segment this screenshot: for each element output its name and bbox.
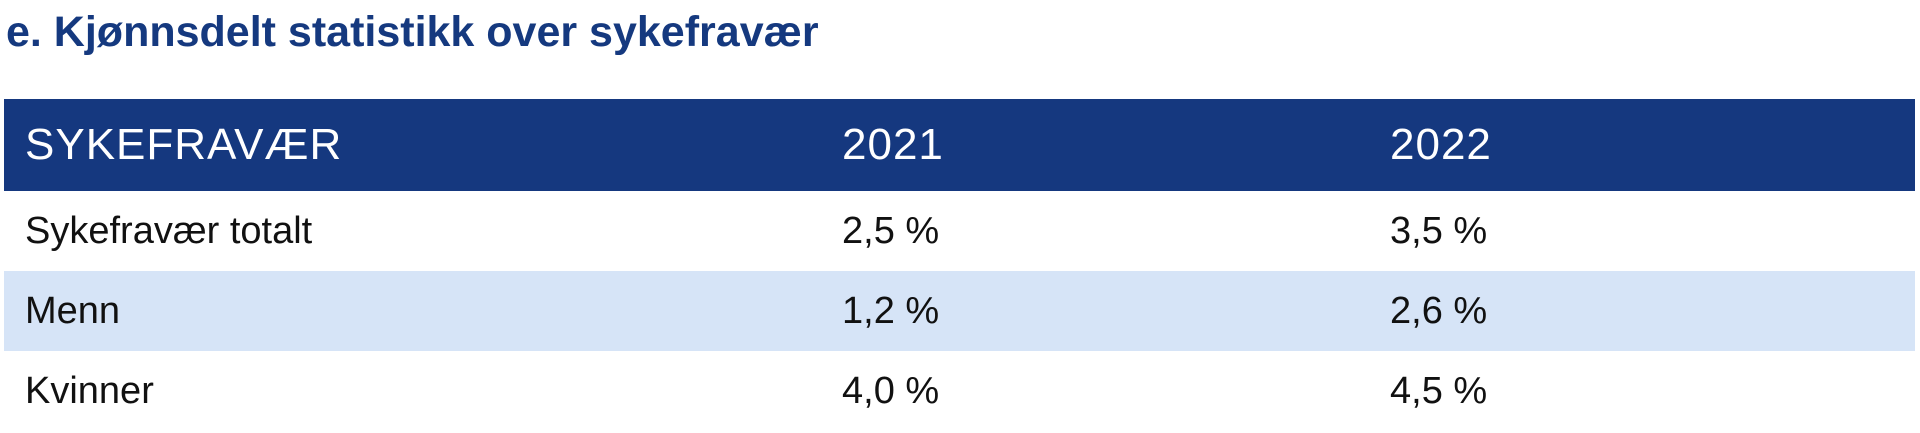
table-row-men: Menn 1,2 % 2,6 % — [4, 271, 1915, 351]
table-row-total: Sykefravær totalt 2,5 % 3,5 % — [4, 191, 1915, 271]
sick-leave-table: SYKEFRAVÆR 2021 2022 Sykefravær totalt 2… — [4, 99, 1915, 431]
table-row-women: Kvinner 4,0 % 4,5 % — [4, 351, 1915, 431]
table-header-row: SYKEFRAVÆR 2021 2022 — [4, 99, 1915, 191]
value-2021: 4,0 % — [842, 369, 940, 412]
value-2021: 2,5 % — [842, 209, 940, 252]
column-header-2022: 2022 — [1390, 120, 1492, 169]
section-heading: e. Kjønnsdelt statistikk over sykefravær — [6, 8, 819, 56]
column-header-2021: 2021 — [842, 120, 944, 169]
value-2022: 4,5 % — [1390, 369, 1488, 412]
row-label: Sykefravær totalt — [25, 209, 313, 252]
column-header-category: SYKEFRAVÆR — [25, 120, 343, 169]
row-label: Menn — [25, 289, 121, 332]
row-label: Kvinner — [25, 369, 154, 412]
value-2021: 1,2 % — [842, 289, 940, 332]
value-2022: 3,5 % — [1390, 209, 1488, 252]
value-2022: 2,6 % — [1390, 289, 1488, 332]
